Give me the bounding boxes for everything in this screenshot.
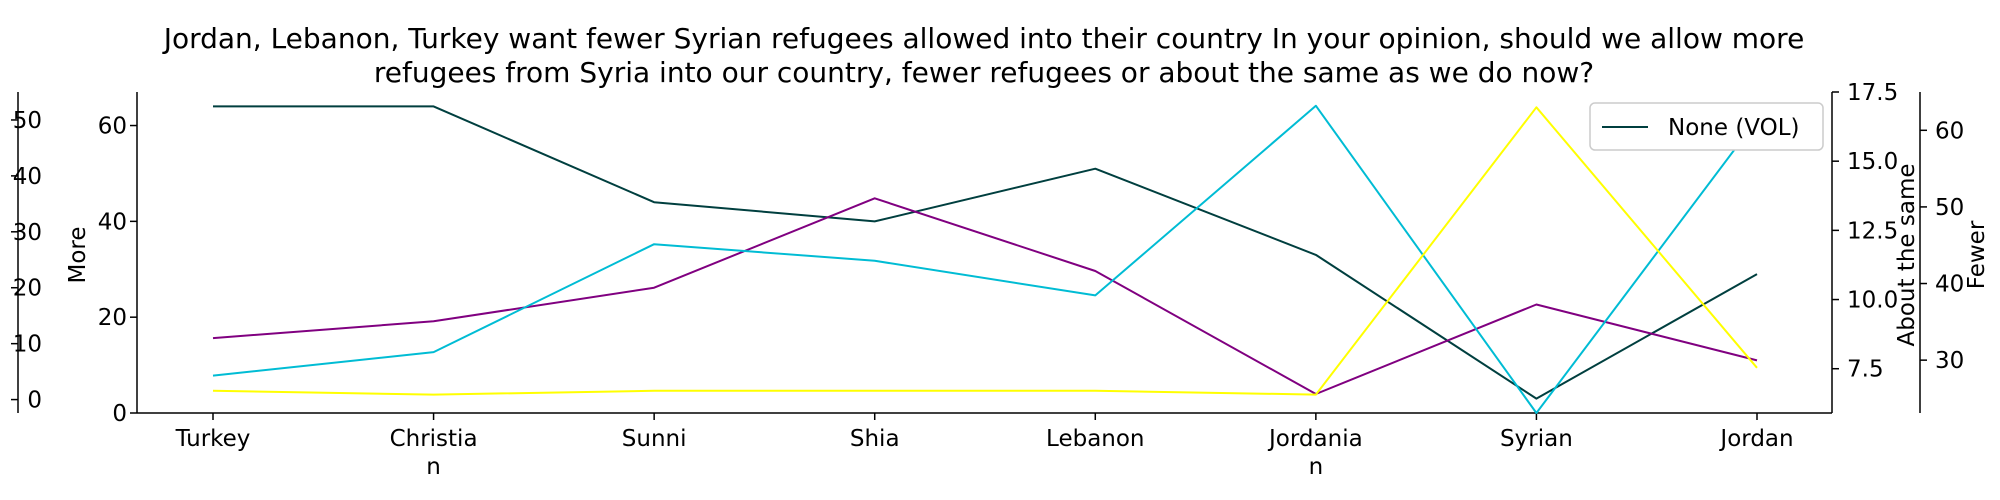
x-tick-label-jordanian: Jordania n (1267, 426, 1363, 480)
chart-title: Jordan, Lebanon, Turkey want fewer Syria… (162, 22, 1805, 89)
tick-label-right-inner-2: 12.5 (1847, 218, 1898, 244)
tick-label-right-outer-2: 50 (1935, 195, 1964, 221)
tick-label-left-offset-0: 0 (27, 388, 42, 414)
tick-label-right-outer-0: 30 (1935, 348, 1964, 374)
tick-label-right-inner-4: 17.5 (1847, 80, 1898, 106)
x-tick-label-shia: Shia (850, 426, 900, 452)
series-line-left-offset (212, 197, 1758, 395)
tick-label-right-outer-3: 60 (1935, 118, 1964, 144)
y-axis-label-about-the-same: About the same (1894, 163, 1920, 346)
series-layer (212, 104, 1758, 414)
tick-label-left-main-3: 60 (98, 114, 127, 140)
y-axis-label-fewer: Fewer (1964, 220, 1990, 289)
x-tick-label-lebanon: Lebanon (1046, 426, 1144, 452)
tick-label-left-main-0: 0 (112, 401, 127, 427)
chart-title-line-2: refugees from Syria into our country, fe… (374, 56, 1594, 89)
tick-label-left-offset-5: 50 (13, 108, 42, 134)
tick-label-right-outer-1: 40 (1935, 272, 1964, 298)
legend-label-none-vol: None (VOL) (1668, 115, 1800, 141)
x-tick-label-syrian: Syrian (1500, 426, 1573, 452)
x-tick-label-christian: Christia n (390, 426, 478, 480)
series-line-right-inner (212, 104, 1758, 414)
axes-layer: 0 20 40 60 0 10 20 30 40 50 7.5 10.0 12.5 15.0 17.5 30 4… (11, 80, 1964, 480)
tick-label-left-offset-4: 40 (13, 164, 42, 190)
x-tick-label-sunni: Sunni (622, 426, 687, 452)
legend-box (1589, 102, 1824, 151)
tick-label-right-inner-3: 15.0 (1847, 149, 1898, 175)
x-tick-label-jordan: Jordan (1718, 426, 1793, 452)
tick-label-left-main-1: 20 (98, 305, 127, 331)
series-line-right-outer (212, 106, 1758, 396)
labels-layer: More About the same Fewer (65, 163, 1990, 346)
x-tick-label-turkey: Turkey (175, 426, 251, 452)
tick-label-left-offset-2: 20 (13, 276, 42, 302)
y-axis-label-more: More (65, 226, 91, 283)
series-line-none-vol (213, 105, 1758, 400)
tick-label-left-offset-3: 30 (13, 220, 42, 246)
tick-label-left-offset-1: 10 (13, 332, 42, 358)
tick-label-right-inner-0: 7.5 (1847, 357, 1884, 383)
chart-title-line-1: Jordan, Lebanon, Turkey want fewer Syria… (162, 22, 1805, 55)
tick-label-left-main-2: 40 (98, 209, 127, 235)
legend: None (VOL) (1589, 102, 1824, 151)
tick-label-right-inner-1: 10.0 (1847, 288, 1898, 314)
